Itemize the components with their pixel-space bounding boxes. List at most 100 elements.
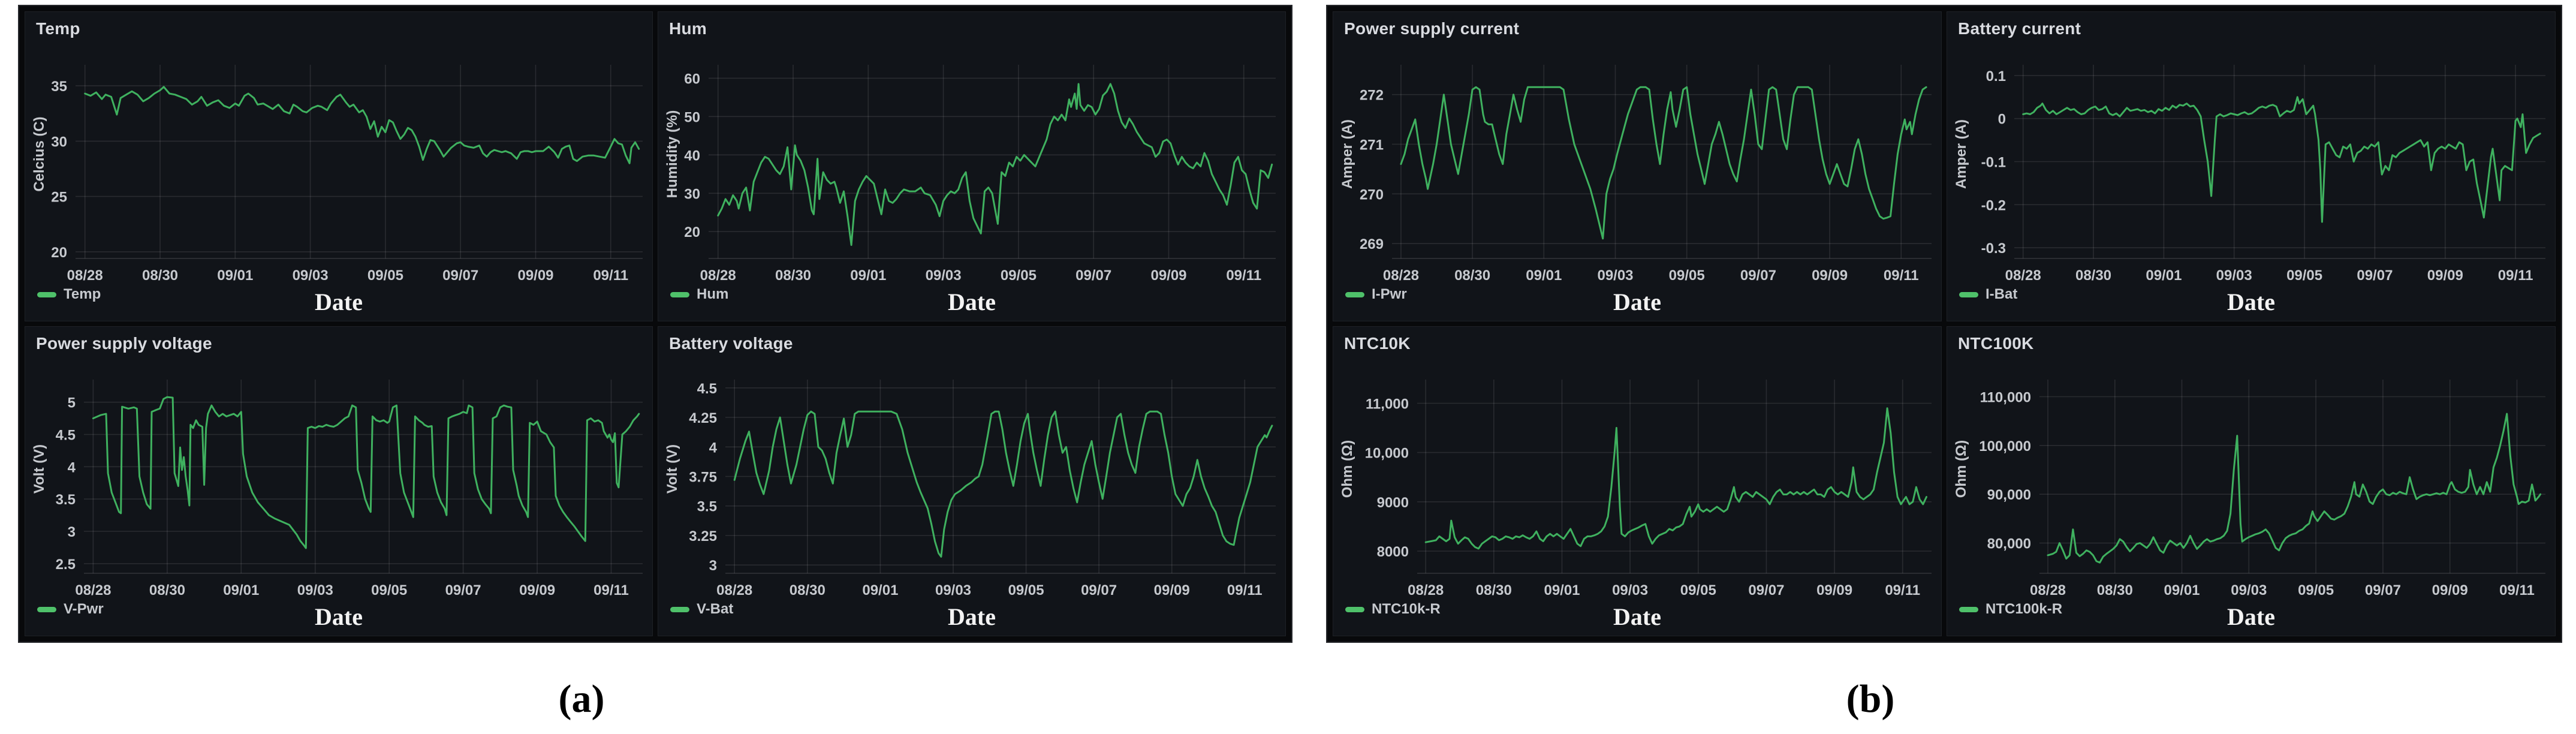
legend-item-temp[interactable]: Temp (37, 286, 101, 303)
legend-label: Hum (697, 286, 729, 302)
chart-temp: Temp Celcius (C) 20 25 30 35 08/28 08/30 09/01… (25, 11, 653, 321)
series-line (1400, 86, 1927, 240)
x-tick-label: 09/09 (2432, 582, 2468, 598)
chart-title-hum[interactable]: Hum (669, 19, 707, 38)
x-tick-label: 09/03 (2231, 582, 2267, 598)
y-tick-label: 9000 (1377, 495, 1409, 511)
y-tick-label: 100,000 (1979, 438, 2031, 455)
dashboard-panel-a: Temp Celcius (C) 20 25 30 35 08/28 08/30 09/01… (18, 5, 1292, 643)
chart-title-battery-current[interactable]: Battery current (1958, 19, 2081, 38)
x-tick-label: 09/05 (2286, 267, 2322, 284)
y-tick-label: 5 (68, 395, 76, 411)
x-tick-label: 09/01 (217, 267, 253, 284)
y-tick-label: 271 (1360, 137, 1384, 154)
x-tick-label: 09/11 (1226, 267, 1261, 284)
legend-item-hum[interactable]: Hum (670, 286, 728, 303)
y-tick-label: 4.25 (689, 410, 717, 426)
x-tick-label: 09/01 (1544, 582, 1580, 598)
chart-power-supply-voltage: Power supply voltage Volt (V) 2.5 3 3.5 4 4.… (25, 326, 653, 636)
y-tick-label: 50 (684, 109, 700, 125)
x-tick-label: 09/11 (1884, 267, 1919, 284)
y-tick-label: 270 (1360, 186, 1384, 203)
x-axis-label: Date (1613, 603, 1661, 630)
legend-item-ntc10k[interactable]: NTC10k-R (1345, 601, 1441, 618)
i-pwr-plot-area[interactable]: 269 270 271 272 08/28 08/30 09/01 09/03 09/05 09/… (1333, 12, 1941, 321)
x-tick-label: 09/11 (2499, 582, 2535, 598)
y-axis-label: Humidity (%) (664, 110, 680, 198)
x-axis-label: Date (1613, 288, 1661, 315)
legend-swatch (1959, 291, 1978, 297)
hum-plot-area[interactable]: 20 30 40 50 60 08/28 08/30 09/01 09/03 09/05 09/07… (658, 12, 1285, 321)
series-line (2047, 413, 2542, 564)
chart-battery-voltage: Battery voltage Volt (V) 3 3.25 3.5 3.75 4 4.… (658, 326, 1286, 636)
x-tick-label: 09/09 (1150, 267, 1186, 284)
y-tick-label: 4.5 (697, 381, 717, 397)
y-axis-label: Ohm (Ω) (1339, 440, 1355, 498)
y-tick-label: 3.25 (689, 528, 717, 545)
x-tick-label: 09/01 (850, 267, 886, 284)
legend-swatch (670, 291, 689, 297)
legend-item-ntc100k[interactable]: NTC100k-R (1959, 601, 2062, 618)
y-axis-label: Amper (A) (1339, 119, 1355, 189)
legend-label: V-Bat (697, 601, 734, 617)
x-tick-label: 09/07 (1748, 582, 1784, 598)
series-line (733, 410, 1273, 558)
subfigure-caption-a: (a) (558, 677, 605, 721)
y-axis-label: Celcius (C) (31, 116, 47, 192)
y-tick-label: 80,000 (1987, 536, 2031, 552)
x-tick-label: 09/05 (1669, 267, 1705, 284)
x-tick-label: 09/05 (1680, 582, 1716, 598)
x-tick-label: 08/30 (2097, 582, 2133, 598)
x-tick-label: 09/07 (1081, 582, 1117, 598)
y-tick-label: -0.2 (1981, 197, 2006, 213)
v-bat-plot-area[interactable]: 3 3.25 3.5 3.75 4 4.25 4.5 08/28 08/30 09/01 09/03… (658, 327, 1285, 636)
x-tick-label: 08/30 (149, 582, 185, 598)
legend-item-i-pwr[interactable]: I-Pwr (1345, 286, 1407, 303)
x-tick-label: 08/28 (1383, 267, 1419, 284)
x-tick-label: 08/28 (1408, 582, 1444, 598)
x-tick-label: 09/09 (519, 582, 555, 598)
i-bat-plot-area[interactable]: -0.3 -0.2 -0.1 0 0.1 08/28 08/30 09/01 09/03 09/0… (1947, 12, 2555, 321)
legend-item-i-bat[interactable]: I-Bat (1959, 286, 2017, 303)
y-tick-label: 30 (51, 134, 67, 150)
chart-ntc100k: NTC100K Ohm (Ω) 80,000 90,000 100,000 110,0… (1947, 326, 2556, 636)
x-tick-label: 09/09 (1816, 582, 1852, 598)
x-axis-label: Date (948, 288, 996, 315)
y-tick-label: 0 (1998, 112, 2006, 128)
y-tick-label: 20 (684, 224, 700, 240)
chart-title-temp[interactable]: Temp (36, 19, 80, 38)
x-tick-label: 08/30 (142, 267, 178, 284)
ntc10k-plot-area[interactable]: 8000 9000 10,000 11,000 08/28 08/30 09/01 09/03… (1333, 327, 1941, 636)
x-tick-label: 09/01 (1526, 267, 1562, 284)
y-tick-label: 11,000 (1366, 396, 1409, 413)
subfigure-caption-b: (b) (1846, 677, 1895, 721)
x-axis-label: Date (2227, 603, 2275, 630)
legend-label: Temp (64, 286, 101, 302)
v-pwr-plot-area[interactable]: 2.5 3 3.5 4 4.5 5 08/28 08/30 09/01 09/03 09/05 09/… (25, 327, 652, 636)
x-axis-label: Date (2227, 288, 2275, 315)
x-tick-label: 08/28 (2005, 267, 2041, 284)
series-line (92, 396, 640, 549)
x-tick-label: 09/07 (442, 267, 478, 284)
chart-title-power-supply-current[interactable]: Power supply current (1344, 19, 1520, 38)
y-tick-label: 3 (709, 558, 717, 574)
x-tick-label: 09/09 (517, 267, 553, 284)
y-tick-label: 4 (709, 440, 718, 456)
chart-title-ntc100k[interactable]: NTC100K (1958, 334, 2034, 353)
legend-item-v-pwr[interactable]: V-Pwr (37, 601, 104, 618)
y-tick-label: 3.75 (689, 470, 717, 486)
chart-title-ntc10k[interactable]: NTC10K (1344, 334, 1411, 353)
y-tick-label: 30 (684, 186, 700, 202)
y-tick-label: 4.5 (56, 428, 76, 444)
chart-title-power-supply-voltage[interactable]: Power supply voltage (36, 334, 212, 353)
x-tick-label: 08/28 (2030, 582, 2066, 598)
chart-title-battery-voltage[interactable]: Battery voltage (669, 334, 793, 353)
y-tick-label: 60 (684, 71, 700, 87)
x-tick-label: 09/07 (1740, 267, 1776, 284)
legend-item-v-bat[interactable]: V-Bat (670, 601, 733, 618)
temp-plot-area[interactable]: 20 25 30 35 08/28 08/30 09/01 09/03 09/05 09/07 09… (25, 12, 652, 321)
x-tick-label: 09/03 (2216, 267, 2252, 284)
ntc100k-plot-area[interactable]: 80,000 90,000 100,000 110,000 08/28 08/30 09/0… (1947, 327, 2555, 636)
y-tick-label: 40 (684, 148, 700, 164)
